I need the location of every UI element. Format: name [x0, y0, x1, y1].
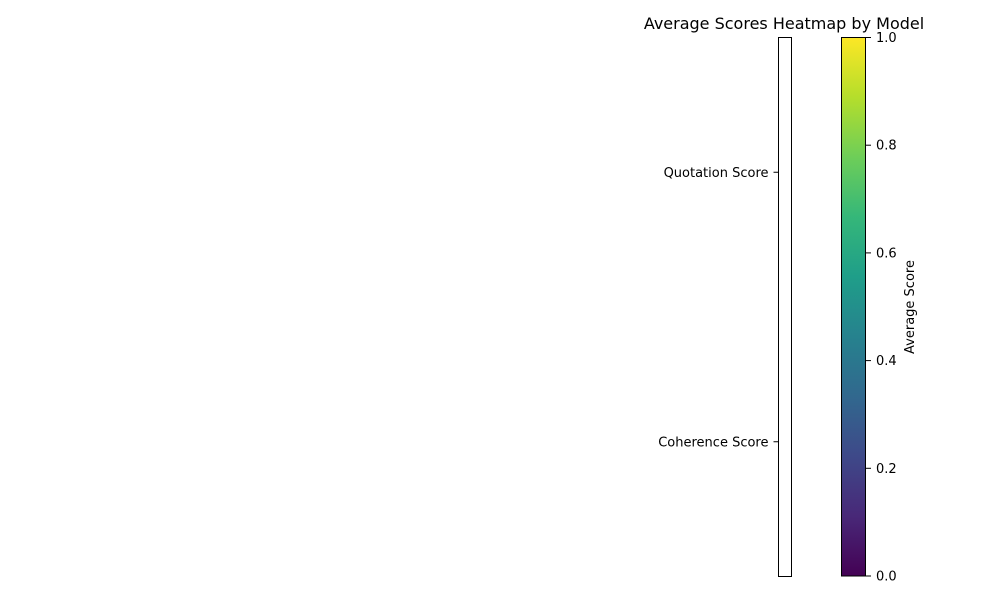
colorbar-label: Average Score	[903, 260, 918, 354]
colorbar-ticks: 0.0 0.2 0.4 0.6 0.8 1.0	[866, 31, 897, 585]
colorbar-tick-label: 0.6	[876, 246, 897, 261]
row-label: Coherence Score	[658, 435, 768, 450]
colorbar-tick-label: 0.8	[876, 139, 897, 154]
row-label: Quotation Score	[664, 166, 769, 181]
chart-title: Average Scores Heatmap by Model	[644, 14, 924, 33]
heatmap-frame	[778, 37, 792, 577]
row-labels: Quotation Score Coherence Score	[658, 166, 779, 450]
colorbar-tick-label: 0.0	[876, 570, 897, 585]
colorbar	[841, 37, 866, 577]
colorbar-tick-label: 1.0	[876, 31, 897, 46]
colorbar-tick-label: 0.2	[876, 462, 897, 477]
heatmap-axes	[778, 37, 792, 577]
colorbar-gradient	[841, 37, 866, 576]
colorbar-frame	[841, 37, 866, 577]
colorbar-tick-label: 0.4	[876, 354, 897, 369]
